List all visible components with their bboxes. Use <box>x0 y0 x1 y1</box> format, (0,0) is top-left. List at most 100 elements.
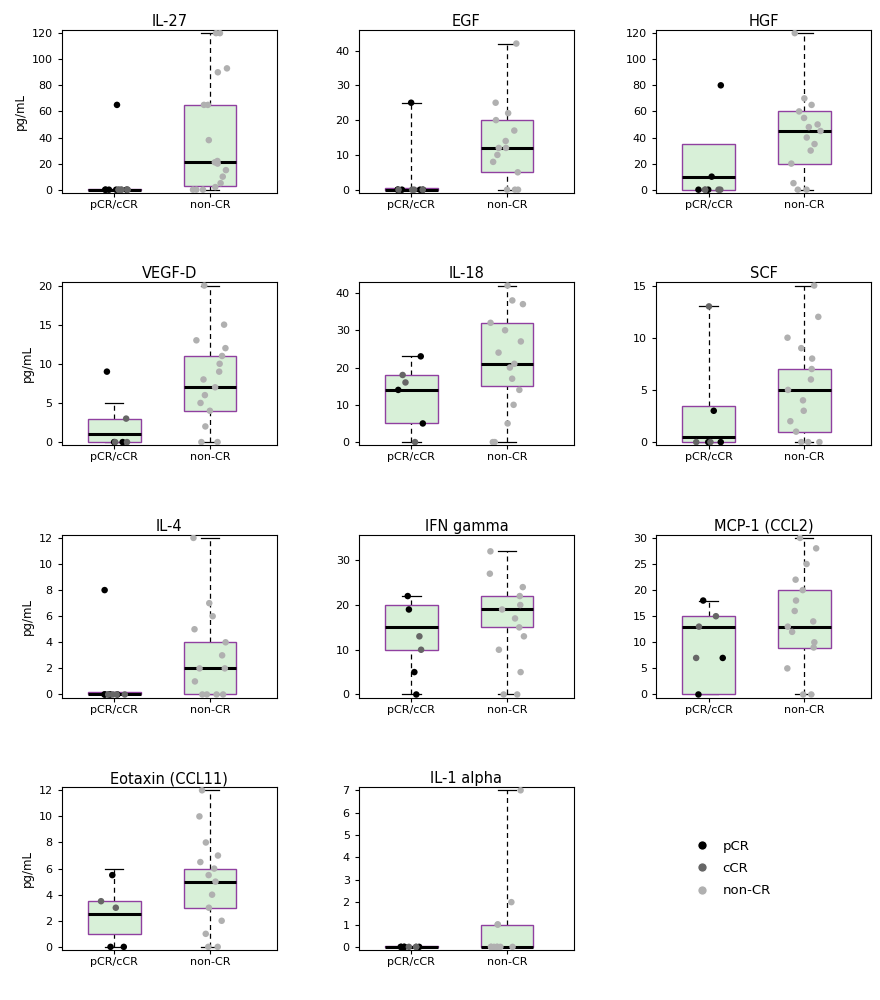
Point <box>215 647 229 663</box>
Point <box>698 182 712 198</box>
Point <box>102 686 116 702</box>
Point <box>689 650 703 666</box>
Point <box>781 330 795 346</box>
Point <box>793 530 807 546</box>
Point <box>201 97 215 113</box>
Point <box>707 403 721 419</box>
Point <box>117 939 131 955</box>
Point <box>516 579 530 595</box>
Point <box>214 175 228 191</box>
Point <box>110 686 124 702</box>
Point <box>215 348 229 364</box>
Point <box>698 182 712 198</box>
Point <box>797 110 811 126</box>
Point <box>199 834 213 850</box>
Point <box>408 434 422 450</box>
Point <box>705 169 719 185</box>
Point <box>504 894 518 910</box>
Point <box>507 397 521 413</box>
Point <box>806 613 820 629</box>
Y-axis label: pg/mL: pg/mL <box>21 598 34 635</box>
Point <box>198 418 212 434</box>
Y-axis label: pg/mL: pg/mL <box>21 345 34 382</box>
Point <box>120 434 134 450</box>
Point <box>507 356 521 372</box>
Point <box>394 939 408 955</box>
Point <box>108 434 122 450</box>
Point <box>811 309 825 325</box>
Point <box>106 867 120 883</box>
Point <box>202 900 216 916</box>
Point <box>212 364 226 380</box>
Title: IL-18: IL-18 <box>449 266 484 281</box>
Point <box>217 660 231 676</box>
Point <box>788 25 802 41</box>
Point <box>110 97 124 113</box>
Point <box>804 97 818 113</box>
Point <box>802 119 816 135</box>
Point <box>194 854 208 870</box>
Bar <box>682 406 735 442</box>
Point <box>199 926 213 942</box>
Bar <box>385 375 437 423</box>
Point <box>413 182 427 198</box>
Point <box>809 540 823 556</box>
Point <box>804 686 818 702</box>
Point <box>808 136 822 152</box>
Point <box>197 97 211 113</box>
Bar <box>778 590 831 648</box>
Point <box>801 434 815 450</box>
Point <box>696 593 710 609</box>
Point <box>209 179 223 195</box>
Title: IFN gamma: IFN gamma <box>424 519 509 534</box>
Point <box>210 153 224 169</box>
Point <box>795 340 809 356</box>
Point <box>714 182 728 198</box>
Point <box>213 25 227 41</box>
Point <box>200 686 214 702</box>
Point <box>112 182 126 198</box>
Point <box>391 182 405 198</box>
Point <box>502 360 517 376</box>
Point <box>792 103 806 119</box>
Point <box>193 808 207 824</box>
Point <box>486 154 500 170</box>
Point <box>119 411 133 427</box>
Point <box>781 382 795 398</box>
Point <box>409 939 423 955</box>
Bar <box>480 120 533 172</box>
Point <box>409 939 423 955</box>
Point <box>689 434 703 450</box>
Point <box>501 278 515 294</box>
Point <box>407 182 422 198</box>
Point <box>510 686 524 702</box>
Point <box>489 112 503 128</box>
Point <box>490 147 504 163</box>
Point <box>501 415 515 431</box>
Bar <box>184 105 236 186</box>
Point <box>796 392 810 408</box>
Point <box>101 686 115 702</box>
Point <box>98 582 112 598</box>
Title: Eotaxin (CCL11): Eotaxin (CCL11) <box>110 771 228 786</box>
Point <box>496 686 510 702</box>
Point <box>207 861 221 877</box>
Point <box>415 182 429 198</box>
Point <box>216 686 231 702</box>
Point <box>789 424 803 440</box>
Title: IL-4: IL-4 <box>156 519 182 534</box>
Point <box>413 628 427 644</box>
Point <box>517 628 531 644</box>
Point <box>813 123 827 139</box>
Point <box>405 182 419 198</box>
Bar <box>385 188 437 190</box>
Point <box>490 939 504 955</box>
Point <box>810 116 825 132</box>
Point <box>803 371 818 387</box>
Point <box>513 588 527 604</box>
Point <box>104 939 118 955</box>
Bar <box>682 144 735 190</box>
Legend: pCR, cCR, non-CR: pCR, cCR, non-CR <box>684 835 776 903</box>
Point <box>492 642 506 658</box>
Point <box>796 582 810 598</box>
